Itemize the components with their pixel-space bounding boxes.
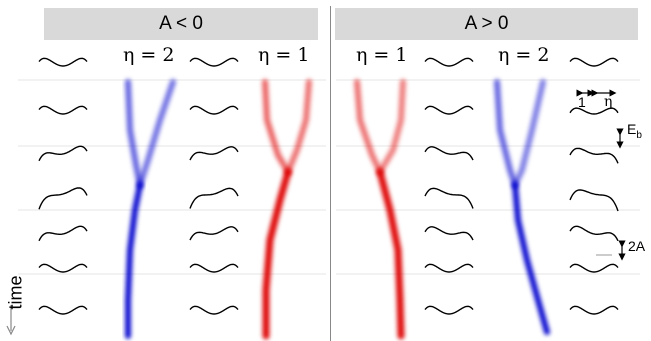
annotation-marks	[576, 89, 626, 261]
eta-label-right-red: η = 1	[356, 44, 408, 66]
potential-well	[189, 105, 239, 115]
potential-well	[569, 107, 619, 115]
trace-right-red-branch-right	[377, 79, 406, 175]
eta-label-left-blue: η = 2	[123, 44, 175, 66]
eta-label-left-red: η = 1	[258, 44, 310, 66]
potential-well	[38, 145, 88, 162]
potential-well	[189, 146, 239, 161]
potential-well	[38, 187, 88, 210]
potential-well	[569, 263, 619, 273]
label-eb-main: E	[627, 121, 637, 137]
time-arrow-head	[6, 325, 16, 336]
trace-right-blue-branch-right	[512, 79, 546, 188]
panel-header-a-positive: A > 0	[335, 8, 638, 40]
potential-well	[38, 105, 88, 115]
trace-left-blue-branch-left	[125, 79, 143, 188]
potential-well	[38, 263, 88, 273]
trace-right-red-main	[376, 168, 405, 340]
trace-right-blue-branch-left	[494, 79, 518, 188]
trace-left-red-branch-right	[285, 79, 312, 175]
trace-right-blue-main	[512, 182, 550, 335]
potential-well	[189, 187, 239, 209]
potential-well	[424, 305, 474, 315]
potential-well	[424, 57, 474, 67]
potential-well	[424, 187, 474, 209]
panel-title-a-negative: A < 0	[159, 13, 203, 34]
label-one: 1	[578, 94, 586, 110]
label-eb: Eb	[627, 121, 642, 141]
trace-left-red-branch-left	[262, 79, 291, 175]
potential-well	[38, 57, 88, 67]
panel-header-a-negative: A < 0	[44, 8, 318, 40]
potential-well	[569, 57, 619, 67]
panel-divider	[330, 6, 331, 341]
potential-well	[569, 147, 619, 164]
trace-left-blue-branch-right	[137, 79, 176, 188]
potential-well	[38, 225, 88, 242]
potential-well	[424, 105, 474, 115]
eta-label-right-blue: η = 2	[498, 44, 550, 66]
potential-well	[424, 226, 474, 241]
potential-wells	[38, 57, 619, 315]
probability-traces	[125, 79, 550, 340]
potential-well	[569, 225, 619, 242]
potential-well	[189, 305, 239, 315]
panel-title-a-positive: A > 0	[464, 13, 509, 34]
trace-left-blue-main	[125, 182, 143, 339]
time-gridlines	[18, 79, 640, 275]
label-eb-sub: b	[636, 129, 642, 141]
potential-well	[424, 146, 474, 161]
potential-well	[189, 226, 239, 241]
trace-right-red-branch-left	[354, 79, 383, 175]
potential-well	[569, 189, 619, 212]
potential-well	[569, 305, 619, 315]
trace-left-red-main	[262, 168, 292, 340]
potential-well	[38, 305, 88, 315]
label-eta: η	[604, 94, 613, 110]
potential-well	[189, 263, 239, 273]
time-axis-label: time	[5, 275, 26, 310]
potential-well	[424, 263, 474, 273]
potential-well	[189, 57, 239, 67]
label-2a: 2A	[628, 238, 646, 254]
